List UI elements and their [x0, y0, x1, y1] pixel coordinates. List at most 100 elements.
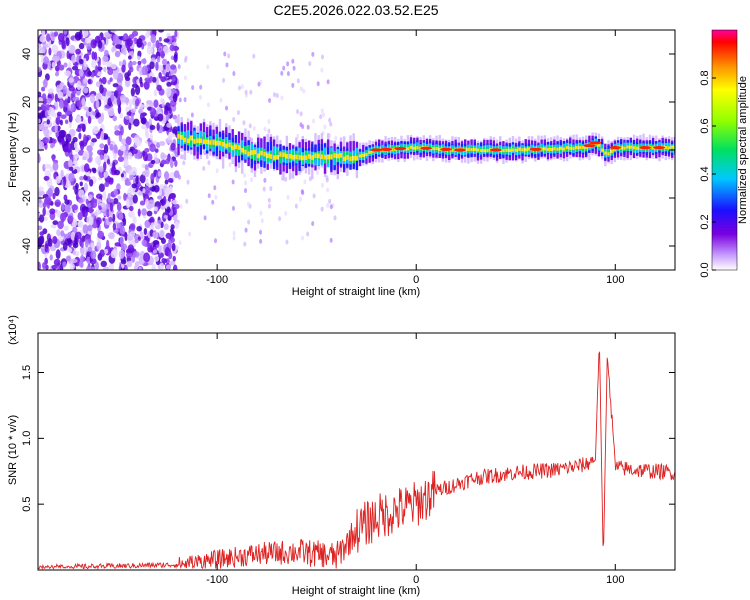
noise-blob — [166, 206, 171, 213]
noise-blob — [52, 138, 57, 144]
y-tick-label: 1.0 — [21, 431, 33, 446]
track-cell — [597, 143, 601, 147]
noise-blob — [105, 239, 110, 250]
speckle — [320, 108, 324, 114]
noise-blob — [142, 188, 146, 194]
noise-blob — [47, 187, 53, 198]
speckle — [231, 205, 235, 211]
speckle — [202, 166, 206, 172]
noise-blob — [55, 175, 61, 184]
noise-blob — [89, 114, 96, 120]
noise-blob — [164, 187, 170, 197]
noise-blob — [132, 216, 137, 224]
noise-blob — [74, 31, 82, 41]
noise-blob — [133, 251, 140, 258]
track-cell — [250, 143, 253, 156]
colorbar-tick-label: 0.4 — [699, 166, 711, 181]
speckle — [181, 154, 185, 160]
noise-blob — [120, 44, 127, 55]
noise-blob — [52, 235, 58, 245]
noise-blob — [123, 218, 127, 226]
noise-blob — [51, 154, 55, 162]
noise-blob — [160, 160, 168, 165]
noise-blob — [46, 103, 50, 111]
noise-blob — [116, 183, 121, 191]
noise-blob — [130, 108, 136, 114]
noise-blob — [130, 87, 136, 97]
track-cell — [199, 138, 203, 144]
noise-blob — [70, 231, 76, 241]
y-tick-label: 20 — [21, 96, 33, 108]
track-cell — [368, 150, 371, 154]
noise-blob — [111, 63, 117, 70]
speckle — [232, 116, 236, 122]
noise-blob — [123, 158, 129, 167]
track-cell — [276, 155, 279, 160]
noise-blob — [53, 258, 61, 267]
noise-blob — [172, 255, 176, 262]
noise-blob — [72, 136, 78, 143]
speckle — [300, 189, 304, 195]
noise-blob — [123, 264, 128, 270]
track-cell — [244, 149, 247, 155]
noise-blob — [54, 186, 60, 197]
speckle — [303, 179, 307, 185]
snr-frame — [37, 332, 676, 571]
noise-blob — [168, 240, 172, 249]
track-cell — [202, 139, 206, 144]
speckle — [252, 126, 256, 132]
track-cell — [524, 148, 527, 152]
speckle — [325, 177, 329, 183]
track-hotspot — [489, 148, 502, 152]
noise-blob — [138, 266, 142, 270]
noise-blob — [174, 159, 178, 167]
noise-blob — [72, 96, 79, 102]
noise-blob — [68, 247, 73, 253]
noise-blob — [83, 57, 87, 67]
speckle — [267, 128, 271, 134]
track-cell — [346, 155, 349, 160]
track-cell — [193, 139, 196, 144]
noise-blob — [114, 50, 121, 58]
noise-blob — [128, 34, 135, 40]
speckle — [321, 112, 325, 118]
speckle — [242, 120, 246, 126]
noise-blob — [101, 95, 106, 101]
track-cell — [416, 146, 419, 150]
noise-blob — [139, 231, 144, 240]
noise-blob — [82, 224, 89, 234]
noise-blob — [152, 43, 156, 48]
noise-blob — [65, 37, 70, 47]
noise-blob — [144, 219, 151, 229]
noise-blob — [54, 71, 59, 77]
noise-blob — [50, 143, 54, 149]
noise-blob — [75, 116, 82, 124]
noise-blob — [79, 247, 87, 256]
noise-blob — [165, 71, 170, 78]
noise-blob — [141, 124, 148, 130]
noise-blob — [90, 266, 96, 270]
track-cell — [279, 152, 282, 157]
track-cell — [600, 148, 604, 152]
track-cell — [272, 146, 276, 159]
noise-blob — [128, 55, 132, 60]
noise-blob — [100, 260, 108, 268]
noise-blob — [157, 30, 165, 33]
noise-blob — [127, 244, 135, 253]
track-cell — [629, 145, 633, 149]
noise-blob — [95, 217, 102, 225]
noise-blob — [112, 223, 117, 231]
noise-blob — [80, 37, 86, 42]
noise-blob — [168, 251, 173, 260]
noise-blob — [141, 163, 146, 168]
track-cell — [562, 147, 566, 151]
noise-blob — [157, 171, 162, 177]
noise-blob — [160, 204, 166, 210]
speckle — [186, 179, 190, 185]
noise-blob — [108, 264, 114, 270]
speckle — [282, 65, 286, 71]
noise-blob — [170, 64, 177, 70]
track-cell — [543, 147, 547, 151]
noise-blob — [109, 77, 113, 82]
track-cell — [292, 154, 295, 160]
